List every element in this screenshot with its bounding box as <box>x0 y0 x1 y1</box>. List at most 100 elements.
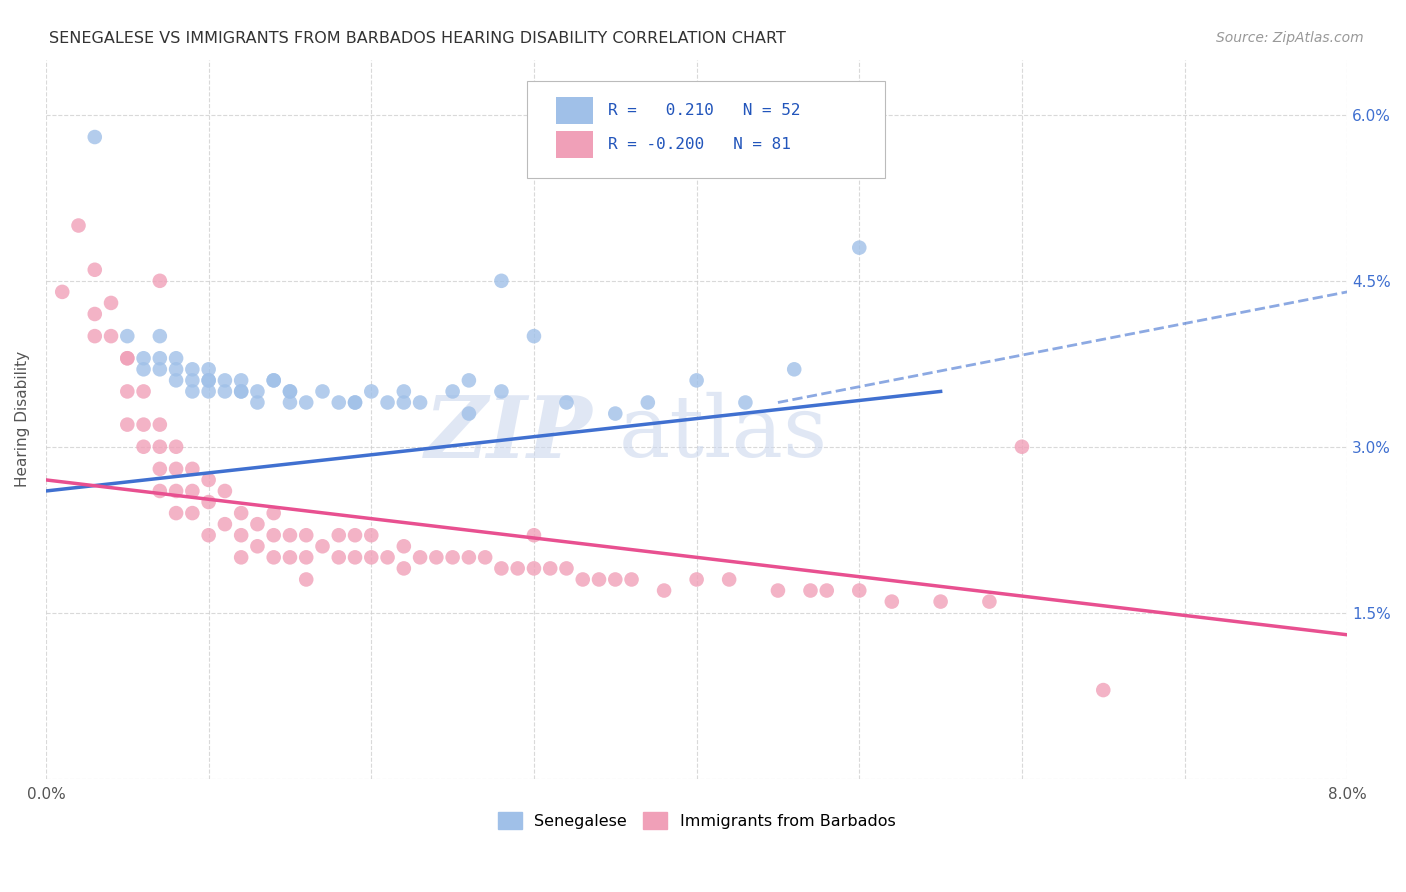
Point <box>491 274 513 288</box>
Point <box>523 329 546 343</box>
Point <box>165 373 187 387</box>
Point <box>392 395 415 409</box>
Point <box>328 395 350 409</box>
Point <box>295 573 318 587</box>
Text: R = -0.200   N = 81: R = -0.200 N = 81 <box>609 137 792 152</box>
Point <box>278 384 301 399</box>
Point <box>392 539 415 553</box>
Point <box>555 561 578 575</box>
Point <box>197 495 219 509</box>
Point <box>165 440 187 454</box>
Point <box>799 583 821 598</box>
Point <box>457 373 479 387</box>
Point <box>83 262 105 277</box>
Point <box>132 351 155 366</box>
Point <box>848 241 870 255</box>
Point <box>165 462 187 476</box>
Point <box>263 550 285 565</box>
Point <box>1011 440 1033 454</box>
Point <box>100 329 122 343</box>
Point <box>491 561 513 575</box>
Point <box>117 329 139 343</box>
Text: SENEGALESE VS IMMIGRANTS FROM BARBADOS HEARING DISABILITY CORRELATION CHART: SENEGALESE VS IMMIGRANTS FROM BARBADOS H… <box>49 31 786 46</box>
Point <box>637 395 659 409</box>
Point <box>441 550 464 565</box>
Point <box>149 462 172 476</box>
Point <box>344 550 367 565</box>
Point <box>929 594 952 608</box>
Point <box>474 550 496 565</box>
Point <box>425 550 447 565</box>
Point <box>231 528 253 542</box>
Point <box>214 373 236 387</box>
Point <box>848 583 870 598</box>
Point <box>571 573 593 587</box>
Text: atlas: atlas <box>619 392 828 475</box>
Point <box>523 528 546 542</box>
Point <box>197 373 219 387</box>
Point <box>457 550 479 565</box>
Point <box>149 351 172 366</box>
Point <box>685 573 707 587</box>
Point <box>278 528 301 542</box>
Point <box>149 417 172 432</box>
Point <box>231 550 253 565</box>
Point <box>165 483 187 498</box>
Text: Source: ZipAtlas.com: Source: ZipAtlas.com <box>1216 31 1364 45</box>
Point <box>409 395 432 409</box>
Point <box>360 550 382 565</box>
Point <box>132 362 155 376</box>
Text: ZIP: ZIP <box>425 392 592 475</box>
Point <box>360 528 382 542</box>
Point <box>344 395 367 409</box>
Point <box>979 594 1001 608</box>
Point <box>783 362 806 376</box>
Point <box>231 384 253 399</box>
Point <box>117 351 139 366</box>
Point <box>246 517 269 532</box>
FancyBboxPatch shape <box>557 131 592 158</box>
Point <box>197 362 219 376</box>
Point <box>231 384 253 399</box>
Point <box>117 351 139 366</box>
Point <box>880 594 903 608</box>
Point <box>311 539 333 553</box>
Point <box>149 274 172 288</box>
Point <box>766 583 789 598</box>
Point <box>149 329 172 343</box>
Point <box>295 550 318 565</box>
Point <box>295 395 318 409</box>
Point <box>67 219 90 233</box>
Point <box>263 528 285 542</box>
Point <box>1092 683 1115 698</box>
Point <box>605 407 627 421</box>
Point <box>734 395 756 409</box>
Point <box>165 506 187 520</box>
Point <box>360 384 382 399</box>
Point <box>100 296 122 310</box>
Point <box>263 373 285 387</box>
Point <box>181 384 204 399</box>
Point <box>83 307 105 321</box>
Point <box>538 561 561 575</box>
Point <box>181 462 204 476</box>
Point <box>377 550 399 565</box>
Point <box>51 285 73 299</box>
Point <box>392 561 415 575</box>
Point <box>197 384 219 399</box>
Point <box>197 528 219 542</box>
Point <box>132 440 155 454</box>
Point <box>409 550 432 565</box>
Point <box>718 573 741 587</box>
Point <box>295 528 318 542</box>
Point <box>491 384 513 399</box>
Y-axis label: Hearing Disability: Hearing Disability <box>15 351 30 487</box>
Point <box>328 550 350 565</box>
Point <box>278 550 301 565</box>
Point <box>246 539 269 553</box>
Point <box>197 373 219 387</box>
Point <box>132 384 155 399</box>
Point <box>344 395 367 409</box>
Point <box>652 583 675 598</box>
FancyBboxPatch shape <box>557 97 592 124</box>
